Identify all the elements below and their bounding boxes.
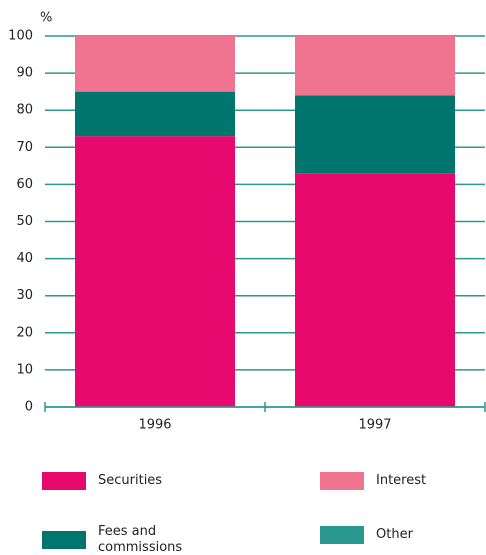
bar-segment	[75, 136, 235, 408]
legend-label: Interest	[376, 473, 427, 488]
bar-segment	[295, 95, 455, 174]
legend-entry: Securities	[42, 472, 198, 490]
y-tick-label: 80	[16, 103, 33, 118]
bar-segment	[295, 173, 455, 407]
x-tick-label: 1997	[358, 418, 391, 433]
legend-swatch	[320, 526, 364, 544]
legend-label: Securities	[98, 473, 163, 488]
y-tick-label: 90	[16, 66, 33, 81]
y-axis-label: %	[40, 11, 52, 26]
chart: % 0 10 20 30 40 50 60 70 80 90 100 1996 1997	[8, 11, 486, 433]
bar-segment	[295, 36, 455, 96]
y-tick-label: 0	[25, 400, 33, 415]
y-tick-label: 30	[16, 288, 33, 303]
legend-label: Other	[376, 527, 413, 542]
y-tick-label: 10	[16, 362, 33, 377]
x-tick-label: 1996	[138, 418, 171, 433]
y-tick-label: 70	[16, 140, 33, 155]
y-tick-label: 20	[16, 325, 33, 340]
legend-entry: Fees and commissions	[42, 524, 198, 555]
y-tick-label: 60	[16, 177, 33, 192]
y-tick-label: 50	[16, 214, 33, 229]
legend-entry: Interest	[320, 472, 476, 490]
legend-swatch	[42, 531, 86, 549]
bar-segment	[75, 36, 235, 92]
legend-swatch	[42, 472, 86, 490]
legend-swatch	[320, 472, 364, 490]
legend-label: Fees and commissions	[98, 524, 183, 555]
bar-segment	[75, 91, 235, 137]
legend-entry: Other	[320, 526, 476, 544]
y-tick-label: 40	[16, 251, 33, 266]
y-tick-label: 100	[8, 29, 33, 44]
